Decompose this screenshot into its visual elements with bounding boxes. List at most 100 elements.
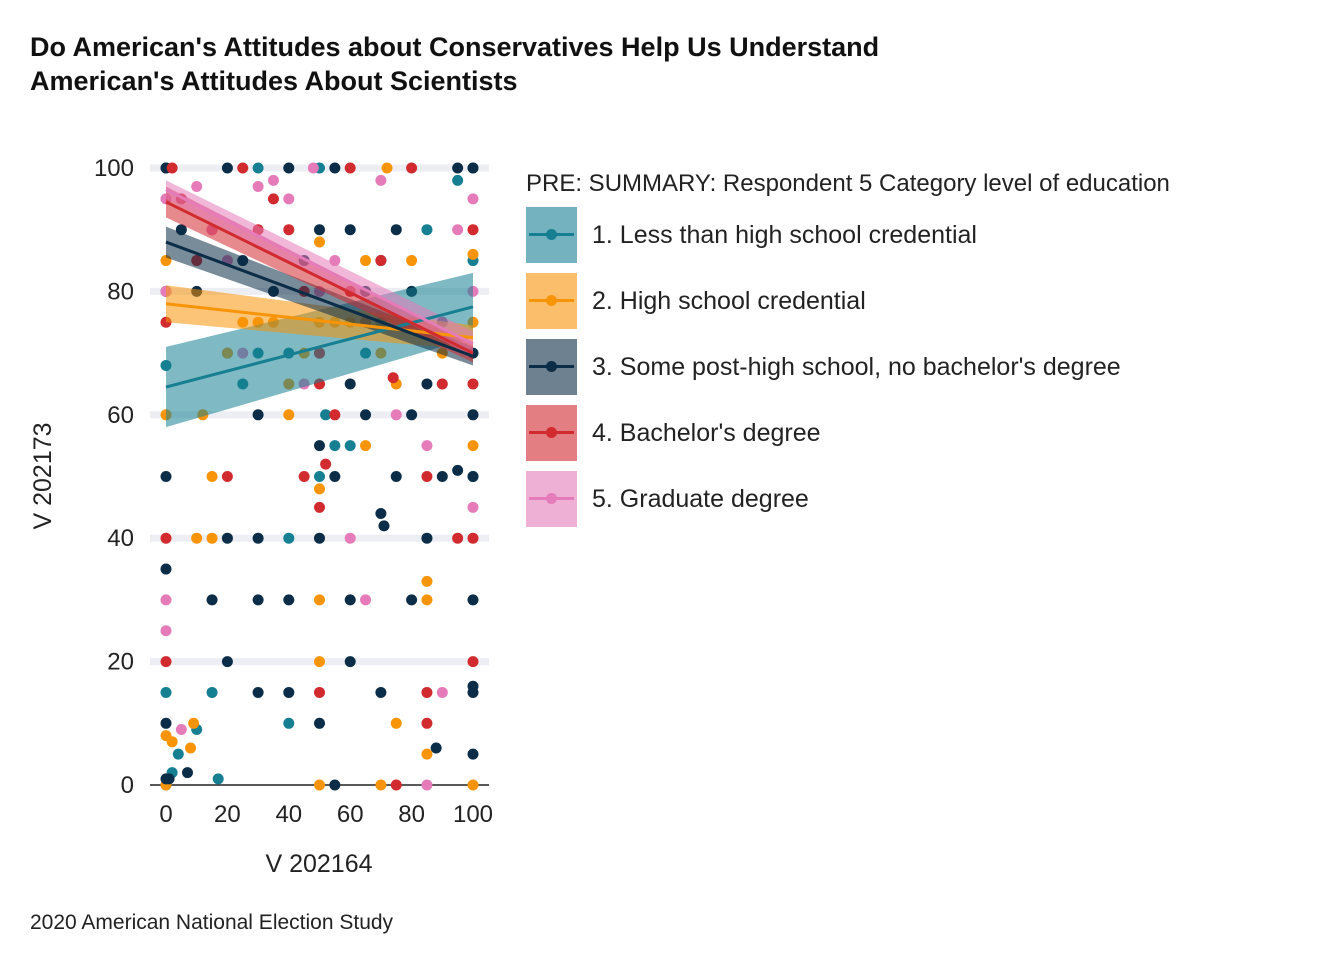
data-point [160,686,172,698]
legend-label: 5. Graduate degree [592,484,809,513]
data-point [421,440,433,452]
data-point [344,162,356,174]
data-point [467,501,479,513]
data-point [320,458,332,470]
data-point [421,224,433,236]
data-point [160,563,172,575]
data-point [344,440,356,452]
data-point [188,717,200,729]
x-tick-label: 60 [337,801,364,828]
data-point [172,748,184,760]
data-point [283,162,295,174]
chart-title-line-1: Do American's Attitudes about Conservati… [30,32,880,62]
data-point [467,248,479,260]
data-point [436,378,448,390]
data-point [406,162,418,174]
data-point [467,193,479,205]
axis-ticks: 0 20 40 60 80 100 0 20 40 60 80 100 [94,155,493,828]
data-point [467,378,479,390]
y-tick-label: 100 [94,155,134,182]
legend-key [526,405,577,461]
legend-item-5: 5. Graduate degree [526,466,1170,532]
data-point [252,181,264,193]
trend-line-4 [165,200,474,355]
data-point [267,193,279,205]
x-axis-title: V 202164 [265,850,372,878]
data-point [390,409,402,421]
data-point [467,532,479,544]
x-tick-label: 40 [275,801,302,828]
legend-item-2: 2. High school credential [526,268,1170,334]
data-point [163,773,175,785]
data-point [421,471,433,482]
data-point [390,779,402,791]
data-point [314,236,325,248]
y-tick-label: 20 [107,649,134,676]
data-point [421,717,433,729]
data-point [314,779,325,791]
data-point [360,255,372,267]
trend-line-2 [165,302,474,340]
y-tick-label: 80 [107,278,134,305]
data-point [467,656,479,668]
x-tick-label: 20 [214,801,241,828]
data-point [344,224,356,236]
data-point [160,656,172,668]
chart-title: Do American's Attitudes about Conservati… [30,30,1130,98]
legend-key [526,471,577,527]
data-point [452,532,464,544]
chart-title-line-2: American's Attitudes About Scientists [30,66,518,96]
data-point [283,532,295,544]
data-point [307,162,319,174]
data-point [221,656,233,668]
data-point [283,686,295,698]
data-point [360,440,372,452]
data-point [452,224,464,236]
data-point [467,594,479,606]
data-point [221,162,233,174]
data-point [206,594,218,606]
data-point [160,594,172,606]
data-point [421,575,433,587]
data-point [160,471,172,482]
caption: 2020 American National Election Study [30,911,394,934]
data-point [181,767,193,779]
x-tick-label: 0 [159,801,172,828]
data-point [206,686,218,698]
data-point [406,594,418,606]
data-point [314,471,325,482]
data-point [206,532,218,544]
x-tick-label: 100 [453,801,493,828]
data-point [191,181,203,193]
data-point [212,773,224,785]
confidence-band-3 [166,226,473,366]
legend-key [526,207,577,263]
data-point [390,471,402,482]
data-point [314,594,325,606]
y-tick-label: 0 [121,772,134,799]
data-point [329,440,341,452]
data-point [375,779,387,791]
data-point [344,532,356,544]
data-point [314,656,325,668]
data-point [237,162,249,174]
data-point [283,409,295,421]
data-point [314,483,325,495]
data-point [344,656,356,668]
data-point [166,162,178,174]
data-point [283,224,295,236]
data-point [421,686,433,698]
data-point [252,686,264,698]
legend-items: 1. Less than high school credential 2. Hi… [526,202,1170,532]
data-point [283,594,295,606]
data-point [252,162,264,174]
data-point [298,471,310,482]
data-point [329,409,341,421]
data-point [467,440,479,452]
data-point [467,748,479,760]
data-point [421,779,433,791]
y-tick-label: 60 [107,402,134,429]
legend-key [526,339,577,395]
data-point [406,409,418,421]
legend-label: 3. Some post-high school, no bachelor's … [592,352,1121,381]
